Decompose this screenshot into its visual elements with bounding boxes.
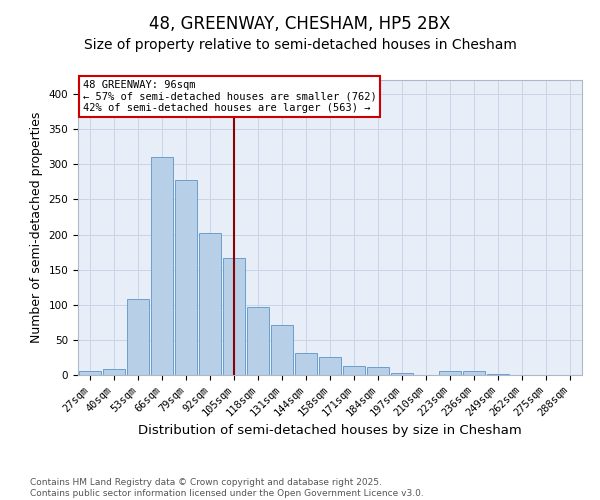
Bar bbox=[175, 180, 197, 375]
Text: Size of property relative to semi-detached houses in Chesham: Size of property relative to semi-detach… bbox=[83, 38, 517, 52]
Bar bbox=[247, 307, 269, 375]
Bar bbox=[199, 233, 221, 375]
Bar bbox=[295, 353, 317, 375]
Bar bbox=[79, 372, 101, 375]
Bar bbox=[127, 299, 149, 375]
Bar bbox=[343, 366, 365, 375]
X-axis label: Distribution of semi-detached houses by size in Chesham: Distribution of semi-detached houses by … bbox=[138, 424, 522, 437]
Bar bbox=[319, 358, 341, 375]
Bar bbox=[103, 368, 125, 375]
Y-axis label: Number of semi-detached properties: Number of semi-detached properties bbox=[30, 112, 43, 343]
Bar bbox=[391, 373, 413, 375]
Bar bbox=[367, 368, 389, 375]
Text: Contains HM Land Registry data © Crown copyright and database right 2025.
Contai: Contains HM Land Registry data © Crown c… bbox=[30, 478, 424, 498]
Bar bbox=[223, 258, 245, 375]
Text: 48 GREENWAY: 96sqm
← 57% of semi-detached houses are smaller (762)
42% of semi-d: 48 GREENWAY: 96sqm ← 57% of semi-detache… bbox=[83, 80, 377, 113]
Bar bbox=[463, 371, 485, 375]
Bar bbox=[271, 325, 293, 375]
Bar bbox=[439, 372, 461, 375]
Bar bbox=[151, 156, 173, 375]
Bar bbox=[487, 374, 509, 375]
Text: 48, GREENWAY, CHESHAM, HP5 2BX: 48, GREENWAY, CHESHAM, HP5 2BX bbox=[149, 15, 451, 33]
